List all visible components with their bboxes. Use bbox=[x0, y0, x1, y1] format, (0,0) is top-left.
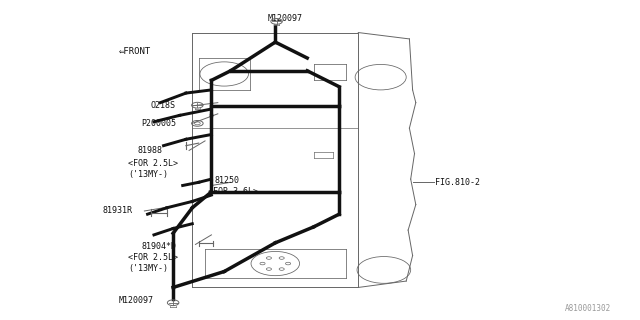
Text: ('13MY-): ('13MY-) bbox=[129, 170, 168, 179]
Text: <FOR 3.6L>: <FOR 3.6L> bbox=[208, 188, 259, 196]
Text: ('13MY-): ('13MY-) bbox=[129, 264, 168, 274]
Text: M120097: M120097 bbox=[119, 296, 154, 305]
Text: M120097: M120097 bbox=[268, 14, 303, 23]
Text: A810001302: A810001302 bbox=[565, 304, 611, 313]
Text: 81931R: 81931R bbox=[103, 206, 133, 215]
Text: 81904*D: 81904*D bbox=[141, 242, 176, 251]
Text: 81250: 81250 bbox=[214, 176, 239, 185]
Text: P200005: P200005 bbox=[141, 119, 176, 128]
Text: <FOR 2.5L>: <FOR 2.5L> bbox=[129, 253, 179, 262]
Text: 81988: 81988 bbox=[138, 146, 163, 155]
Text: <FOR 2.5L>: <FOR 2.5L> bbox=[129, 159, 179, 168]
Text: ⇐FRONT: ⇐FRONT bbox=[119, 47, 151, 56]
Text: O218S: O218S bbox=[151, 101, 176, 110]
Text: FIG.810-2: FIG.810-2 bbox=[435, 178, 480, 187]
